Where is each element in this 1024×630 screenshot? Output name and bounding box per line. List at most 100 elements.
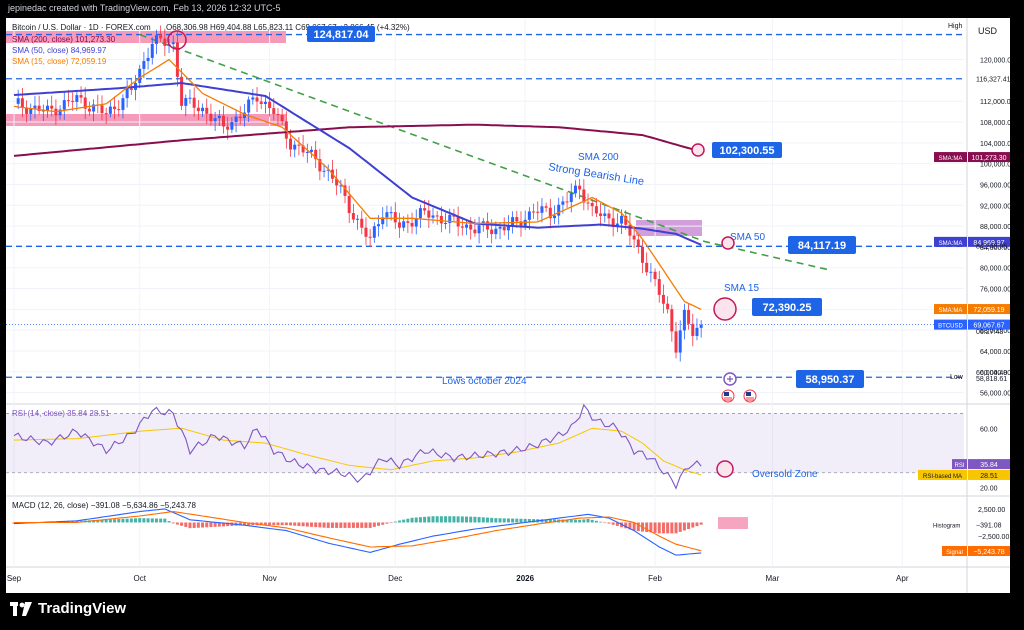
candle-body[interactable] xyxy=(255,97,259,102)
candle-body[interactable] xyxy=(293,144,297,150)
bearish-trendline[interactable] xyxy=(139,33,832,272)
candle-body[interactable] xyxy=(439,215,443,224)
candle-body[interactable] xyxy=(276,113,280,116)
candle-body[interactable] xyxy=(305,151,309,153)
candle-body[interactable] xyxy=(62,100,66,110)
candle-body[interactable] xyxy=(138,68,142,84)
us-flag-icon[interactable] xyxy=(721,389,735,403)
rsi-ma-line[interactable] xyxy=(13,427,702,476)
candle-body[interactable] xyxy=(339,185,343,187)
candle-body[interactable] xyxy=(314,149,318,160)
candle-body[interactable] xyxy=(79,95,83,98)
callout-sma200[interactable]: 102,300.55 xyxy=(712,142,782,158)
candle-body[interactable] xyxy=(372,226,376,238)
candle-body[interactable] xyxy=(573,185,577,194)
candle-body[interactable] xyxy=(678,330,682,353)
candle-body[interactable] xyxy=(129,88,133,90)
candle-body[interactable] xyxy=(272,108,276,114)
candle-body[interactable] xyxy=(301,145,305,153)
candle-body[interactable] xyxy=(666,303,670,310)
candle-body[interactable] xyxy=(377,224,381,227)
candle-body[interactable] xyxy=(687,309,691,324)
candle-body[interactable] xyxy=(25,107,29,114)
candle-body[interactable] xyxy=(351,213,355,220)
candle-body[interactable] xyxy=(553,215,557,219)
candle-body[interactable] xyxy=(159,35,163,39)
candle-body[interactable] xyxy=(263,101,267,104)
candle-body[interactable] xyxy=(649,271,653,273)
candle-body[interactable] xyxy=(641,246,644,263)
candle-body[interactable] xyxy=(590,203,594,207)
callout-sma50[interactable]: 84,117.19 xyxy=(788,236,856,254)
candle-body[interactable] xyxy=(268,101,272,109)
candle-body[interactable] xyxy=(171,42,175,45)
candle-body[interactable] xyxy=(75,95,79,102)
candle-body[interactable] xyxy=(561,201,565,205)
candle-body[interactable] xyxy=(364,227,368,237)
candle-body[interactable] xyxy=(645,262,649,273)
candle-body[interactable] xyxy=(125,88,129,99)
callout-low[interactable]: 58,950.37 xyxy=(796,370,864,388)
candle-body[interactable] xyxy=(83,97,87,109)
candle-body[interactable] xyxy=(230,121,234,130)
candle-body[interactable] xyxy=(632,235,636,240)
candle-body[interactable] xyxy=(506,225,510,231)
candle-body[interactable] xyxy=(175,42,179,77)
candle-body[interactable] xyxy=(201,107,205,112)
candle-body[interactable] xyxy=(465,224,469,228)
candle-body[interactable] xyxy=(368,236,372,238)
candle-body[interactable] xyxy=(16,98,20,104)
candle-body[interactable] xyxy=(414,218,418,227)
candle-body[interactable] xyxy=(326,169,330,171)
candle-body[interactable] xyxy=(397,222,401,228)
sma200-line[interactable] xyxy=(13,123,702,157)
candle-body[interactable] xyxy=(20,98,24,108)
candle-body[interactable] xyxy=(536,211,540,213)
candle-body[interactable] xyxy=(33,105,37,109)
candle-body[interactable] xyxy=(485,221,489,230)
candle-body[interactable] xyxy=(46,105,50,111)
candle-body[interactable] xyxy=(146,57,150,62)
candle-body[interactable] xyxy=(423,208,427,211)
candle-body[interactable] xyxy=(242,112,246,119)
candle-body[interactable] xyxy=(335,178,339,186)
candle-body[interactable] xyxy=(682,309,686,331)
callout-sma15[interactable]: 72,390.25 xyxy=(752,298,822,316)
candle-body[interactable] xyxy=(251,97,255,100)
candle-body[interactable] xyxy=(284,121,288,139)
candle-body[interactable] xyxy=(657,279,661,295)
support-zone[interactable] xyxy=(6,114,286,126)
candle-body[interactable] xyxy=(188,97,192,99)
candle-body[interactable] xyxy=(473,229,477,234)
candle-body[interactable] xyxy=(511,217,515,226)
candle-body[interactable] xyxy=(548,207,552,219)
candle-body[interactable] xyxy=(586,202,590,204)
candle-body[interactable] xyxy=(205,107,209,114)
candle-body[interactable] xyxy=(259,101,263,104)
candle-body[interactable] xyxy=(66,100,70,102)
candle-body[interactable] xyxy=(343,185,347,196)
candle-body[interactable] xyxy=(104,113,108,115)
candle-body[interactable] xyxy=(356,218,360,220)
candle-body[interactable] xyxy=(498,226,502,229)
candle-body[interactable] xyxy=(699,324,703,328)
candle-body[interactable] xyxy=(108,106,112,114)
candle-body[interactable] xyxy=(385,212,389,218)
candle-body[interactable] xyxy=(406,221,410,223)
candle-body[interactable] xyxy=(297,144,301,146)
candle-body[interactable] xyxy=(502,226,506,231)
candle-body[interactable] xyxy=(578,185,582,190)
candle-body[interactable] xyxy=(50,105,54,109)
candle-body[interactable] xyxy=(184,98,188,106)
candle-body[interactable] xyxy=(636,239,640,247)
candle-body[interactable] xyxy=(661,294,665,304)
candle-body[interactable] xyxy=(410,222,414,227)
candle-body[interactable] xyxy=(381,217,385,225)
candle-body[interactable] xyxy=(309,149,313,152)
candle-body[interactable] xyxy=(653,271,657,280)
candle-body[interactable] xyxy=(322,170,326,172)
candle-body[interactable] xyxy=(238,116,242,119)
candle-body[interactable] xyxy=(490,229,494,235)
candle-body[interactable] xyxy=(527,211,531,220)
candle-body[interactable] xyxy=(180,76,184,106)
